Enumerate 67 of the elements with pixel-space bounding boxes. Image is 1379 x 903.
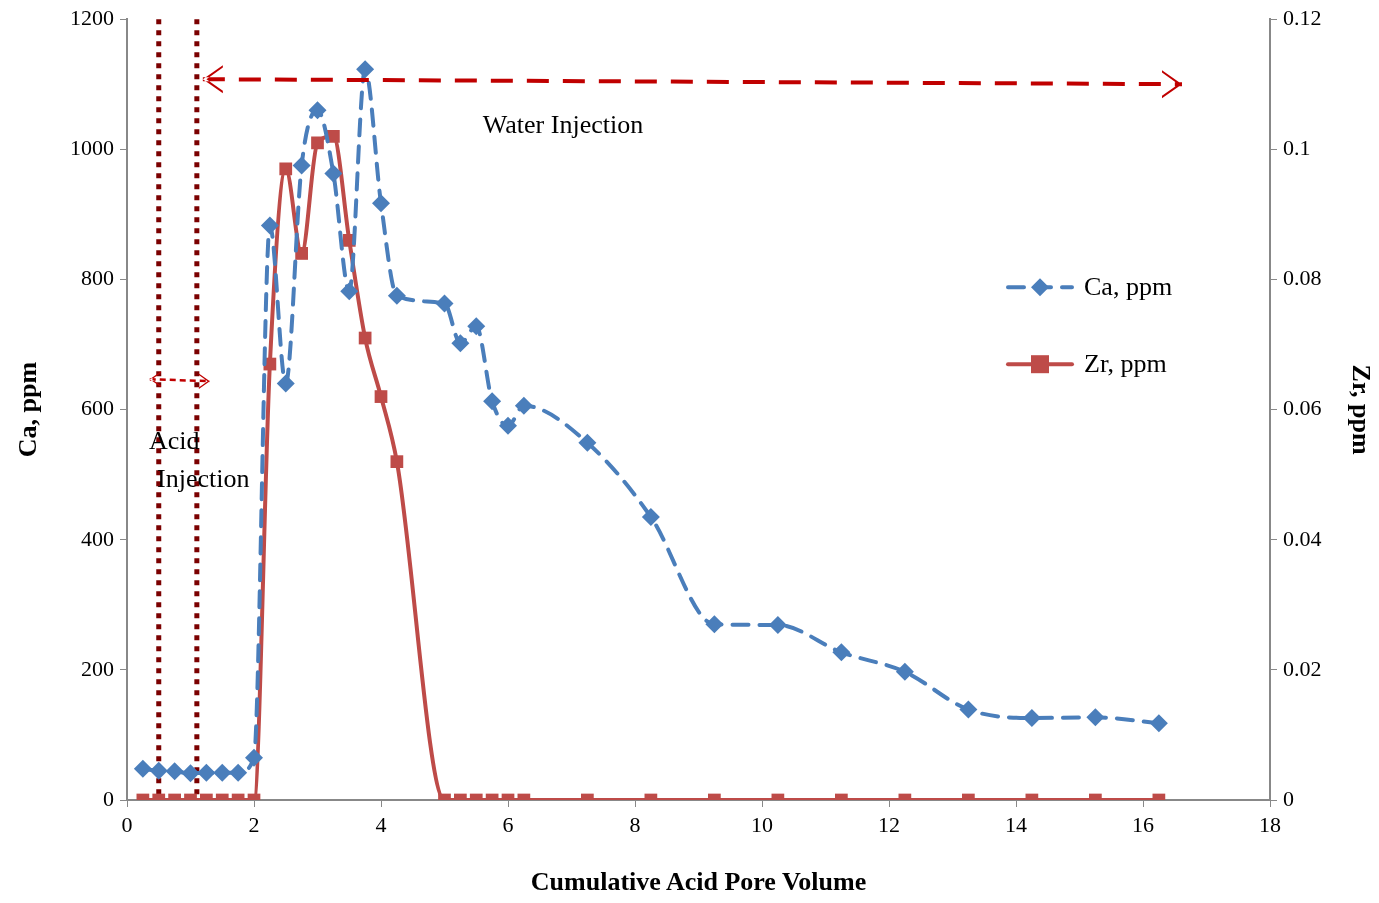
point [229,763,248,782]
x-tick-label: 14 [1005,811,1027,837]
x-tick-label: 4 [375,811,387,837]
point [959,700,978,719]
y-tick-label: 200 [81,655,114,681]
point [435,294,454,313]
point [451,334,470,353]
point [467,317,486,336]
point [895,662,914,681]
y2-tick-label: 0.1 [1283,135,1311,161]
point [308,101,327,120]
point [641,507,660,526]
point [372,194,390,213]
point [1086,708,1105,727]
point [213,763,232,782]
point [578,433,597,452]
annotation: Acid Injection [149,426,250,494]
point [133,759,152,778]
y2-tick-label: 0.06 [1283,395,1322,421]
y2-axis-title: Zr, ppm [1346,364,1376,455]
point [197,763,216,782]
point [276,374,295,393]
point [311,136,324,150]
legend-label: Ca, ppm [1084,272,1173,302]
point [165,762,184,781]
y2-tick-label: 0 [1283,785,1294,811]
y2-tick-label: 0.04 [1283,525,1322,551]
y2-tick-label: 0.12 [1283,4,1322,30]
point [292,156,311,175]
y-tick-label: 800 [81,265,114,291]
y2-tick-label: 0.08 [1283,265,1322,291]
point [356,60,375,79]
point [499,416,517,435]
legend-label: Zr, ppm [1084,349,1167,379]
point [260,216,279,235]
y2-tick-label: 0.02 [1283,655,1322,681]
point [245,748,263,767]
point [1149,714,1168,733]
x-tick-label: 6 [502,811,514,837]
point [295,247,308,260]
x-tick-label: 12 [878,811,900,837]
point [387,286,406,305]
point [832,643,851,662]
point [149,761,168,780]
y-tick-label: 600 [81,395,114,421]
x-tick-label: 10 [751,811,773,837]
point [279,162,293,176]
point [514,396,533,415]
point [340,282,359,301]
x-tick-label: 8 [629,811,641,837]
y-tick-label: 400 [81,525,114,551]
x-tick-label: 16 [1132,811,1154,837]
point [324,164,343,183]
point [705,615,724,634]
point [181,764,200,783]
x-tick-label: 0 [121,811,133,837]
y-tick-label: 1000 [70,135,114,161]
y-tick-label: 0 [103,785,114,811]
point [483,392,502,411]
x-tick-label: 18 [1259,811,1281,837]
annotation: Water Injection [482,110,644,140]
x-axis-title: Cumulative Acid Pore Volume [530,867,867,897]
point [390,455,404,469]
x-tick-label: 2 [248,811,260,837]
y-axis-title: Ca, ppm [13,361,43,458]
point [374,390,388,403]
y-tick-label: 1200 [70,4,114,30]
